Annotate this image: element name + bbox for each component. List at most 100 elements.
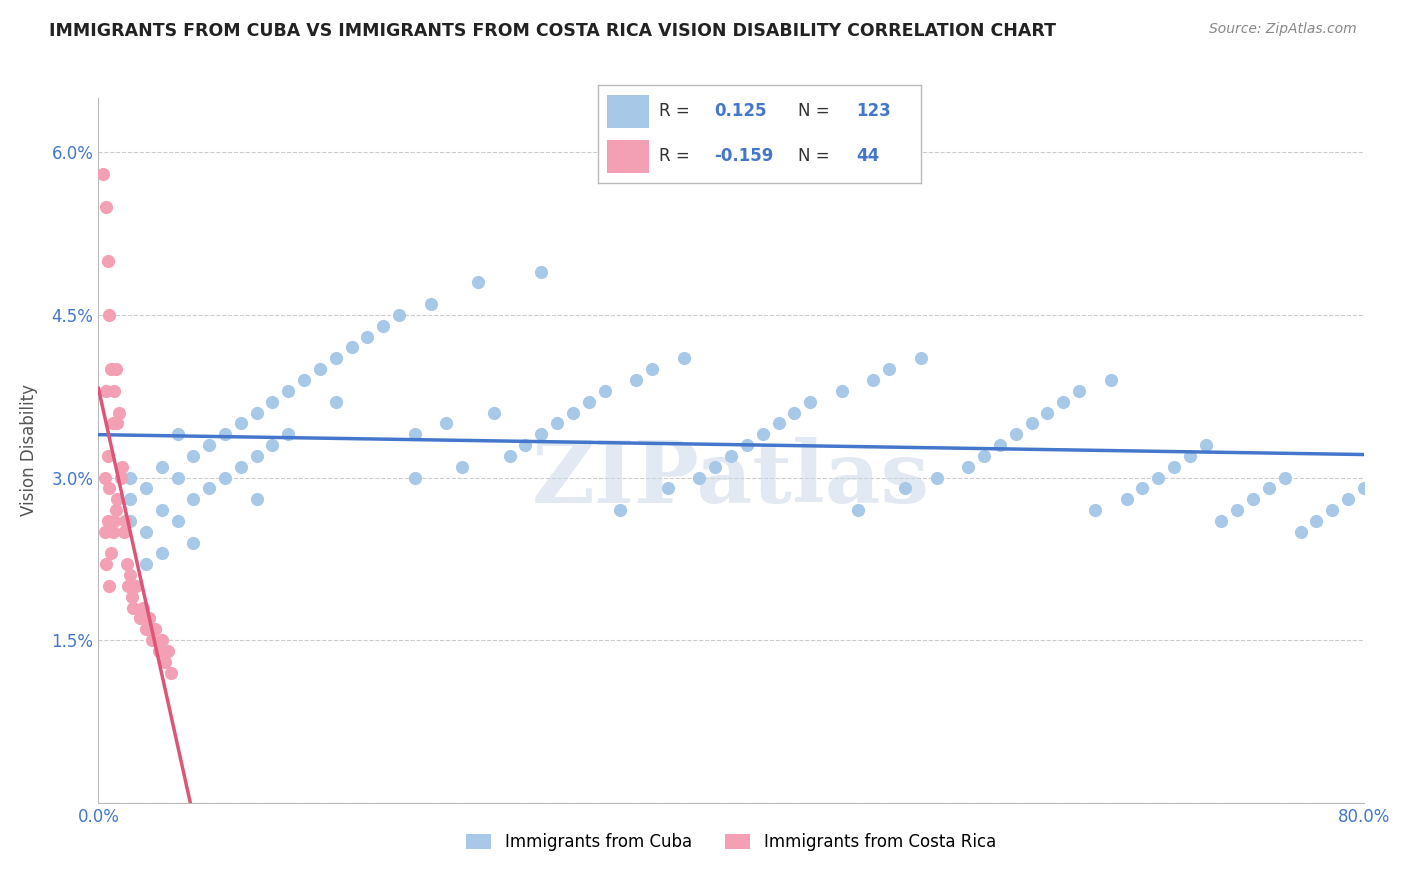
Point [1241,492,1264,507]
Point [877,362,900,376]
Point [148,644,170,658]
Point [862,373,884,387]
Point [957,459,980,474]
Point [145,623,166,637]
Point [1226,503,1249,517]
Point [340,341,363,355]
Point [125,579,148,593]
Text: IMMIGRANTS FROM CUBA VS IMMIGRANTS FROM COSTA RICA VISION DISABILITY CORRELATION: IMMIGRANTS FROM CUBA VS IMMIGRANTS FROM … [49,22,1056,40]
Point [97,449,120,463]
Text: 44: 44 [856,147,880,165]
Point [1021,417,1043,431]
Point [309,362,332,376]
Point [578,394,600,409]
Point [246,449,269,463]
Point [451,459,474,474]
Point [138,611,160,625]
Point [1147,470,1170,484]
Point [1163,459,1185,474]
Point [153,655,176,669]
Point [96,200,118,214]
Text: R =: R = [659,103,690,120]
Point [122,600,145,615]
Point [277,384,299,398]
Point [783,405,806,419]
Point [404,427,426,442]
Point [1289,524,1312,539]
Point [593,384,616,398]
Point [157,644,180,658]
Point [1257,482,1279,496]
Point [831,384,853,398]
Point [1211,514,1233,528]
Point [103,514,125,528]
Point [117,579,139,593]
Text: Source: ZipAtlas.com: Source: ZipAtlas.com [1209,22,1357,37]
Point [121,590,143,604]
Text: -0.159: -0.159 [714,147,773,165]
Point [371,318,394,333]
Point [96,384,118,398]
Point [100,362,122,376]
Point [704,459,727,474]
Point [799,394,821,409]
Point [141,633,163,648]
Point [104,362,127,376]
Point [100,546,122,560]
Point [135,558,157,572]
Point [128,611,150,625]
Text: 0.125: 0.125 [714,103,766,120]
Point [150,459,173,474]
Point [183,535,205,549]
Point [292,373,315,387]
Text: R =: R = [659,147,690,165]
Point [325,394,347,409]
Point [1353,482,1375,496]
Point [768,417,790,431]
Point [1115,492,1137,507]
Point [91,167,114,181]
Point [135,524,157,539]
Point [229,417,252,431]
Point [120,568,141,582]
Point [98,308,121,322]
Point [246,492,269,507]
Point [98,482,121,496]
Point [1305,514,1327,528]
Point [910,351,932,366]
Point [325,351,347,366]
Point [150,633,173,648]
Point [166,514,188,528]
Point [1274,470,1296,484]
Legend: Immigrants from Cuba, Immigrants from Costa Rica: Immigrants from Cuba, Immigrants from Co… [460,827,1002,858]
Point [112,524,135,539]
Point [482,405,505,419]
Point [104,503,127,517]
Point [624,373,647,387]
Point [103,384,125,398]
Text: N =: N = [799,147,830,165]
Point [110,470,132,484]
Point [150,503,173,517]
Point [166,470,188,484]
Point [1337,492,1360,507]
Point [135,482,157,496]
Point [1004,427,1026,442]
Point [1052,394,1074,409]
Point [277,427,299,442]
Y-axis label: Vision Disability: Vision Disability [20,384,38,516]
Point [515,438,537,452]
Point [101,524,124,539]
Point [751,427,773,442]
Point [246,405,269,419]
Bar [607,140,650,173]
Point [436,417,458,431]
Point [262,394,284,409]
Point [108,405,131,419]
Point [93,470,117,484]
Point [229,459,252,474]
Point [925,470,948,484]
Point [120,470,141,484]
Point [262,438,284,452]
Point [688,470,710,484]
